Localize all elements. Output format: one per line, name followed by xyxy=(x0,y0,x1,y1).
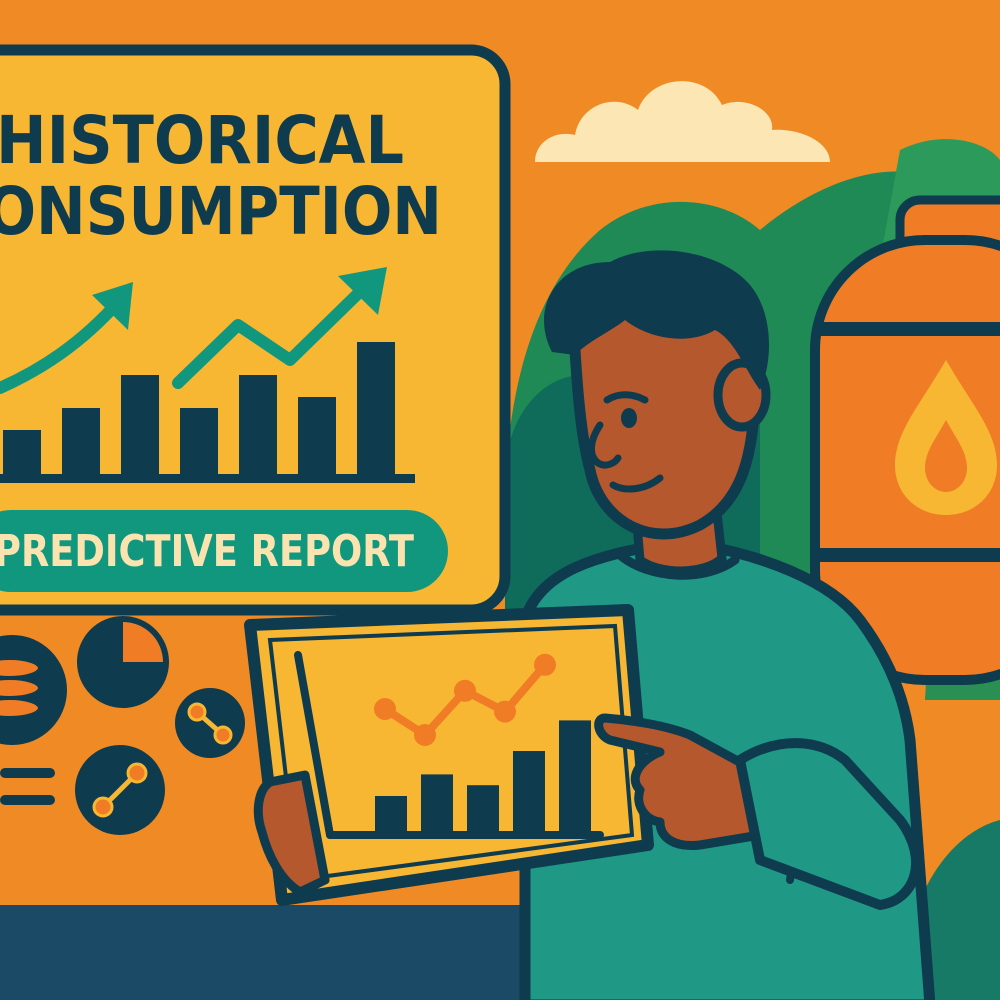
tablet-line-series xyxy=(374,653,556,746)
board-bar-1 xyxy=(3,430,41,474)
tablet-bar-5 xyxy=(559,720,591,832)
board-bar-chart xyxy=(3,342,395,474)
pie-chart-icon xyxy=(77,616,169,708)
board-bar-2 xyxy=(62,408,100,474)
board-bar-6 xyxy=(298,397,336,474)
board-bar-3 xyxy=(121,375,159,474)
board-bar-4 xyxy=(180,408,218,474)
board-title-line-1: HISTORICAL xyxy=(0,102,404,179)
tablet-bar-3 xyxy=(467,785,499,832)
person-hair xyxy=(544,250,770,390)
cloud-icon xyxy=(535,81,830,162)
network-node-icon xyxy=(175,688,245,758)
coin-stack-icon xyxy=(0,635,67,745)
tablet-line-point-2 xyxy=(414,724,436,746)
trend-arrow-right xyxy=(172,274,378,389)
tablet-bar-chart xyxy=(375,720,591,832)
tablet-bar-4 xyxy=(513,751,545,832)
person-mouth xyxy=(609,474,664,493)
tablet-line-point-5 xyxy=(534,653,556,676)
tablet-bar-2 xyxy=(421,774,453,832)
left-hand xyxy=(253,770,330,897)
person-eye xyxy=(621,408,637,428)
tablet-chart-y-axis xyxy=(294,651,334,839)
tablet-line-point-3 xyxy=(454,679,476,702)
tablet-bar-1 xyxy=(375,796,407,832)
arrow-head-right-icon xyxy=(338,267,387,315)
predictive-report-label: PREDICTIVE REPORT xyxy=(0,526,414,577)
right-hand xyxy=(594,713,765,851)
legend-dash-2 xyxy=(0,795,55,805)
tablet-line-point-1 xyxy=(374,698,396,720)
board-bar-7 xyxy=(357,342,395,474)
board-bar-5 xyxy=(239,375,277,474)
tablet-line-point-4 xyxy=(494,700,516,723)
trend-arrow-left xyxy=(0,294,126,394)
board-trend-arrows xyxy=(0,267,387,394)
board-chart-baseline xyxy=(0,474,415,483)
right-sleeve xyxy=(735,738,921,910)
legend-dash-1 xyxy=(0,768,55,778)
shirt-collar xyxy=(615,550,740,580)
fuel-tank xyxy=(810,195,1000,685)
connection-icon xyxy=(75,745,165,835)
person-nose xyxy=(588,421,622,469)
arrow-head-left-icon xyxy=(92,282,133,330)
board-title-line-2: CONSUMPTION xyxy=(0,173,442,250)
hands xyxy=(253,713,765,897)
person-eyebrow xyxy=(603,391,649,404)
predictive-report-badge xyxy=(0,510,448,592)
fuel-drop-icon xyxy=(895,360,997,515)
